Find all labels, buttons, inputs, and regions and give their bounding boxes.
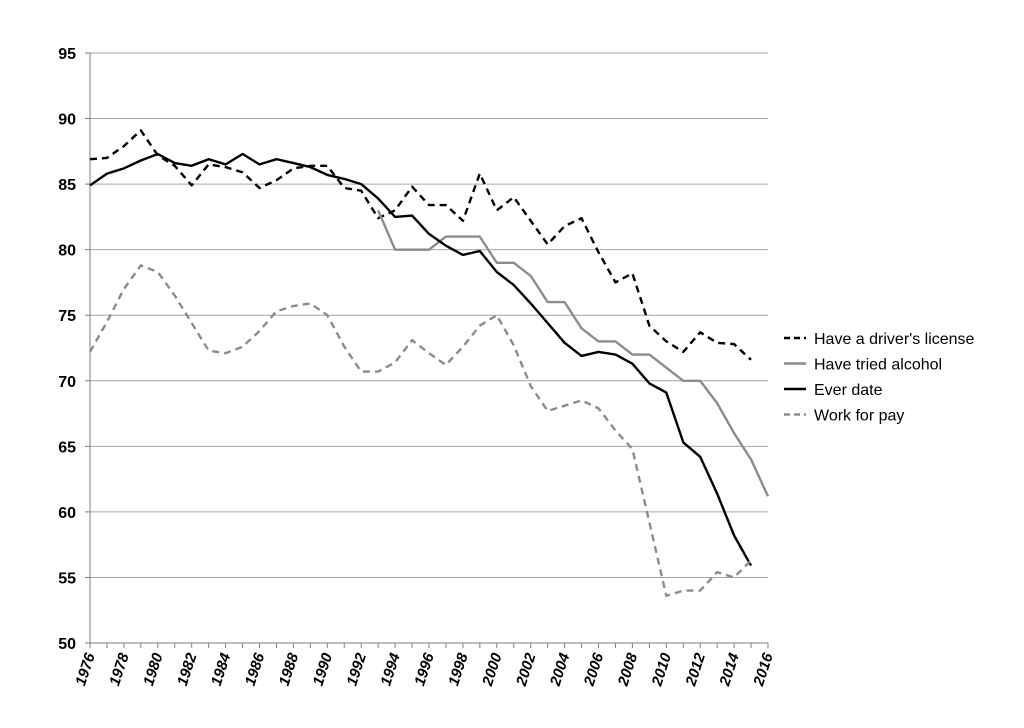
x-tick-label: 2012: [682, 650, 709, 689]
series-line-2: [89, 152, 753, 567]
x-tick-label: 1982: [174, 650, 201, 688]
y-tick-label: 70: [58, 374, 76, 391]
x-tick-label: 1986: [242, 650, 269, 688]
gridlines: [90, 52, 768, 578]
x-tick-label: 1976: [72, 650, 99, 688]
x-tick-label: 2008: [614, 650, 641, 689]
x-tick-label: 1992: [344, 650, 371, 688]
y-tick-label: 55: [58, 570, 76, 587]
series-line-1: [376, 209, 770, 497]
x-tick-label: 2006: [581, 650, 608, 689]
y-tick-label: 60: [58, 505, 76, 522]
x-tick-label: 2004: [547, 650, 574, 689]
x-axis-ticks: 1976 1978 1980 1982 1984 1986 1988 1990 1992 1994…: [72, 643, 777, 689]
legend-label: Work for pay: [814, 408, 904, 425]
y-tick-label: 85: [58, 177, 76, 194]
x-tick-label: 1984: [208, 650, 235, 688]
x-tick-label: 1988: [276, 650, 303, 688]
y-tick-label: 80: [58, 243, 76, 260]
x-tick-label: 2002: [513, 650, 540, 689]
x-tick-label: 1994: [377, 650, 404, 688]
x-tick-label: 2010: [648, 650, 675, 689]
legend: Have a driver's license Have tried alcoho…: [784, 331, 975, 425]
legend-label: Have tried alcohol: [814, 357, 942, 374]
series-lines: [88, 129, 770, 597]
axes: [89, 53, 768, 644]
y-tick-label: 50: [58, 636, 76, 653]
x-tick-label: 1980: [140, 650, 167, 688]
y-tick-label: 75: [58, 308, 76, 325]
x-tick-label: 2014: [716, 650, 743, 689]
x-tick-label: 2000: [479, 650, 506, 689]
x-tick-label: 1978: [106, 650, 133, 688]
x-tick-label: 1996: [411, 650, 438, 688]
x-tick-label: 1998: [445, 650, 472, 688]
y-tick-label: 90: [58, 112, 76, 129]
y-axis-ticks: 95 90 85 80 75 70 65 60 55 50: [58, 46, 90, 653]
legend-label: Ever date: [814, 382, 883, 399]
series-line-0: [89, 129, 752, 361]
series-line-3: [88, 264, 752, 597]
legend-label: Have a driver's license: [814, 331, 975, 348]
y-tick-label: 95: [58, 46, 76, 63]
x-tick-label: 2016: [750, 650, 777, 689]
y-tick-label: 65: [58, 439, 76, 456]
x-tick-label: 1990: [310, 650, 337, 688]
